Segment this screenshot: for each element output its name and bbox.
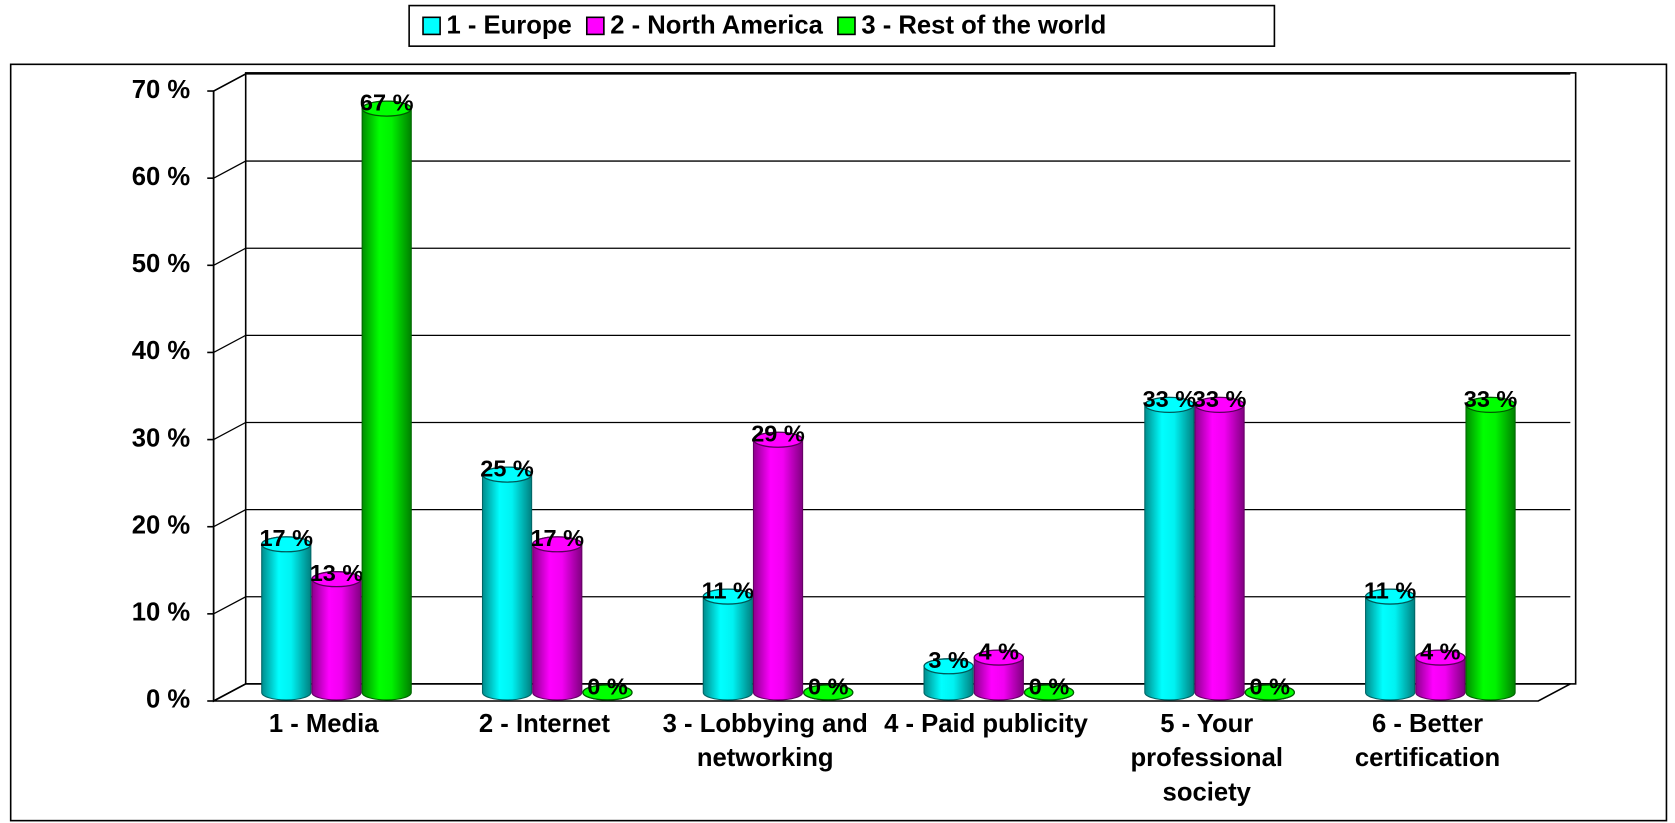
bar [1144,396,1195,701]
data-label: 33 % [1193,386,1247,412]
data-label: 4 % [1420,639,1461,665]
grid-line [213,334,1571,354]
bar-cap [311,571,362,588]
grid-line [213,508,1571,528]
data-label: 11 % [702,578,754,604]
bar [481,466,533,701]
grid-line [213,160,1571,179]
bar-cap [1244,684,1295,701]
bar [1194,396,1245,701]
bar-cap [582,684,633,701]
data-label: 29 % [751,421,805,447]
x-tick-label-box: 6 - Better certification [1354,709,1501,773]
bar-cap [1023,684,1075,701]
y-tick-label: 40 % [132,337,191,365]
bar [752,431,804,701]
bar [1465,396,1516,701]
bar-cap [803,684,854,701]
y-tick-label: 70 % [132,76,191,104]
x-tick-label: 6 - Better certification [1354,709,1501,773]
left-wall [212,72,247,703]
bar [532,536,583,701]
data-label: 25 % [480,456,534,482]
y-tick-label: 20 % [132,511,191,539]
data-label: 33 % [1464,386,1518,412]
data-label: 4 % [979,639,1020,665]
data-label: 17 % [530,525,584,551]
legend-swatch [837,16,856,36]
grid-line [213,247,1571,266]
back-wall [244,72,1577,685]
y-tick-label: 10 % [132,599,191,627]
grid-line [213,421,1571,441]
x-tick-label: 5 - Your professional society [1130,709,1283,807]
legend-label: 1 - Europe [447,12,572,40]
x-tick-label-box: 4 - Paid publicity [884,709,1088,739]
bar [311,571,362,701]
x-tick-label-box: 1 - Media [268,709,379,739]
data-label: 13 % [310,560,364,586]
bar-cap [752,431,804,448]
grid-line [213,683,1571,702]
bar-cap [361,100,412,117]
bar-cap [481,466,533,483]
bar [1365,588,1416,701]
y-tick-label: 60 % [132,163,191,191]
bar-cap [261,536,312,553]
x-tick-label: 3 - Lobbying and networking [662,709,868,773]
bar-cap [532,536,583,553]
data-label: 17 % [259,525,313,551]
bar-cap [1364,588,1416,605]
y-tick-label: 50 % [132,250,191,278]
data-label: 3 % [928,647,969,673]
x-tick-label: 2 - Internet [478,709,610,739]
grid-line [213,73,1571,92]
data-label: 0 % [587,673,628,699]
grid-line [213,596,1571,615]
bar [702,588,753,701]
bar [361,100,412,701]
data-label: 67 % [360,90,414,116]
data-label: 33 % [1143,386,1197,412]
legend-label: 3 - Rest of the world [861,12,1106,40]
x-tick-label-box: 2 - Internet [478,709,610,739]
y-tick-label: 0 % [146,686,190,714]
bar-cap [1194,396,1245,414]
y-tick-label: 30 % [132,424,191,452]
legend-swatch [422,16,441,36]
data-label: 0 % [808,673,849,699]
bar [261,536,312,701]
x-tick-label: 1 - Media [268,709,379,739]
legend-swatch [585,16,605,36]
data-label: 0 % [1029,673,1070,699]
bar-cap [973,649,1025,666]
legend-label: 2 - North America [610,12,823,40]
bar-cap [923,658,974,675]
x-tick-label: 4 - Paid publicity [884,709,1088,739]
bar-cap [702,588,754,605]
bar-cap [1465,396,1516,414]
data-label: 0 % [1250,673,1291,699]
data-label: 11 % [1364,578,1416,604]
x-tick-label-box: 5 - Your professional society [1130,709,1283,807]
x-tick-label-box: 3 - Lobbying and networking [662,709,868,773]
bar-cap [1144,396,1195,414]
bar-cap [1415,649,1466,666]
